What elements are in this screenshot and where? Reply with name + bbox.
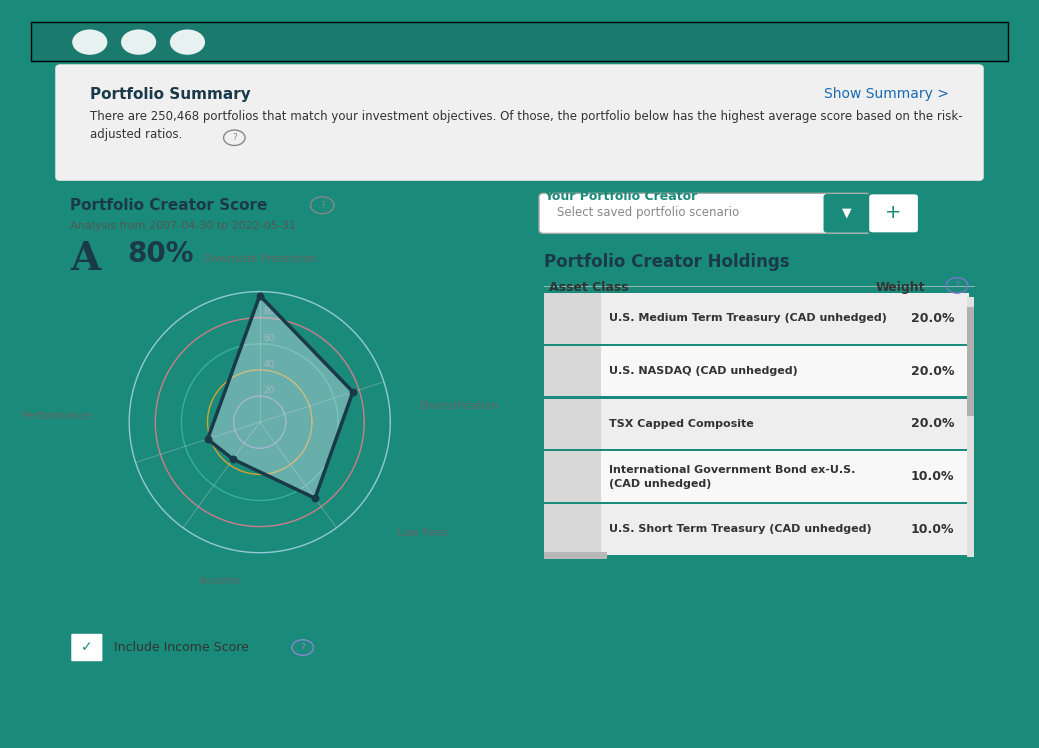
FancyBboxPatch shape xyxy=(544,399,601,450)
Point xyxy=(251,289,268,301)
Text: A: A xyxy=(71,240,101,278)
Text: Portfolio Creator Score: Portfolio Creator Score xyxy=(71,198,268,213)
Text: Analysis from 2007-04-30 to 2022-05-31: Analysis from 2007-04-30 to 2022-05-31 xyxy=(71,221,296,230)
Text: Low Fees: Low Fees xyxy=(397,528,448,538)
Text: Diversification: Diversification xyxy=(419,402,499,411)
Circle shape xyxy=(72,29,107,55)
Point xyxy=(199,433,216,445)
Text: +: + xyxy=(885,203,902,222)
Point xyxy=(307,492,323,504)
Text: Performance: Performance xyxy=(22,411,92,420)
Text: U.S. NASDAQ (CAD unhedged): U.S. NASDAQ (CAD unhedged) xyxy=(609,367,798,376)
FancyBboxPatch shape xyxy=(544,399,968,450)
Text: 60: 60 xyxy=(264,334,275,343)
Text: Select saved portfolio scenario: Select saved portfolio scenario xyxy=(557,206,739,219)
Text: Portfolio Creator Holdings: Portfolio Creator Holdings xyxy=(544,253,790,271)
Text: ?: ? xyxy=(232,133,237,142)
Text: adjusted ratios.: adjusted ratios. xyxy=(89,128,182,141)
FancyBboxPatch shape xyxy=(967,307,974,416)
FancyBboxPatch shape xyxy=(544,504,968,555)
FancyBboxPatch shape xyxy=(544,451,968,502)
Circle shape xyxy=(121,29,156,55)
Text: Income: Income xyxy=(201,577,241,586)
Text: 20.0%: 20.0% xyxy=(910,365,954,378)
Text: 80: 80 xyxy=(264,307,275,316)
Text: ?: ? xyxy=(320,200,324,209)
Text: 10.0%: 10.0% xyxy=(910,523,954,536)
Text: Weight: Weight xyxy=(875,281,925,294)
Text: 10.0%: 10.0% xyxy=(910,470,954,483)
Text: Portfolio Summary: Portfolio Summary xyxy=(89,87,250,102)
Text: 20: 20 xyxy=(264,386,275,395)
Circle shape xyxy=(169,29,205,55)
FancyBboxPatch shape xyxy=(869,193,918,233)
Text: There are 250,468 portfolios that match your investment objectives. Of those, th: There are 250,468 portfolios that match … xyxy=(89,110,962,123)
Text: Your Portfolio Creator: Your Portfolio Creator xyxy=(544,190,697,203)
FancyBboxPatch shape xyxy=(544,451,601,502)
FancyBboxPatch shape xyxy=(544,346,968,396)
Text: ?: ? xyxy=(955,281,959,290)
FancyBboxPatch shape xyxy=(544,293,601,344)
FancyBboxPatch shape xyxy=(539,193,871,233)
FancyBboxPatch shape xyxy=(544,504,601,555)
FancyBboxPatch shape xyxy=(824,194,870,232)
Text: 20.0%: 20.0% xyxy=(910,312,954,325)
Text: 80%: 80% xyxy=(127,240,193,269)
FancyBboxPatch shape xyxy=(544,346,601,396)
FancyBboxPatch shape xyxy=(71,633,104,662)
Text: TSX Capped Composite: TSX Capped Composite xyxy=(609,419,754,429)
Text: U.S. Short Term Treasury (CAD unhedged): U.S. Short Term Treasury (CAD unhedged) xyxy=(609,524,872,534)
FancyBboxPatch shape xyxy=(544,293,968,344)
FancyBboxPatch shape xyxy=(31,22,1008,61)
Text: International Government Bond ex-U.S.: International Government Bond ex-U.S. xyxy=(609,465,856,475)
Point xyxy=(224,453,241,465)
Text: 40: 40 xyxy=(264,360,275,369)
Text: ✓: ✓ xyxy=(81,640,92,654)
FancyBboxPatch shape xyxy=(544,552,608,559)
Text: 20.0%: 20.0% xyxy=(910,417,954,430)
Text: ?: ? xyxy=(300,643,305,652)
Text: (CAD unhedged): (CAD unhedged) xyxy=(609,479,712,488)
Text: Include Income Score: Include Income Score xyxy=(114,641,249,654)
Polygon shape xyxy=(208,295,353,498)
Text: Downside Protection: Downside Protection xyxy=(203,254,317,264)
Text: ▼: ▼ xyxy=(842,206,852,219)
Point xyxy=(345,386,362,398)
Text: Show Summary >: Show Summary > xyxy=(824,87,950,101)
Text: U.S. Medium Term Treasury (CAD unhedged): U.S. Medium Term Treasury (CAD unhedged) xyxy=(609,313,887,323)
Text: Asset Class: Asset Class xyxy=(549,281,629,294)
FancyBboxPatch shape xyxy=(56,64,983,181)
FancyBboxPatch shape xyxy=(967,297,974,557)
